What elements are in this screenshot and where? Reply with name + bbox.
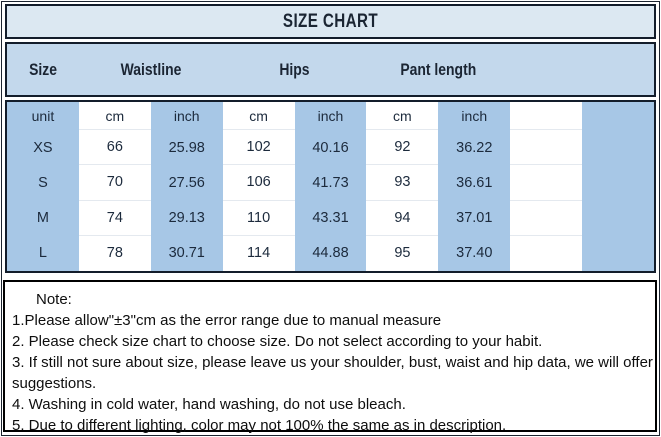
table-header-row: Size Waistline Hips Pant length [5,42,656,97]
table-cell: 74 [78,200,151,236]
note-line: 4. Washing in cold water, hand washing, … [12,396,406,413]
table-cell: 43.31 [294,200,367,236]
unit-cell: inch [438,102,511,130]
unit-cell: inch [150,102,223,130]
table-cell [582,165,654,201]
table-cell [510,130,583,166]
table-cell: 78 [78,235,151,271]
table-cell: 29.13 [150,200,223,236]
table-cell: 25.98 [150,130,223,166]
table-cell: 106 [222,165,295,201]
table-cell [582,200,654,236]
size-table: unit cm inch cm inch cm inch XS 66 25.98… [5,100,656,273]
size-label-cell: M [7,200,79,236]
table-cell: 27.56 [150,165,223,201]
table-cell: 102 [222,130,295,166]
table-cell: 36.61 [438,165,511,201]
table-cell: 37.01 [438,200,511,236]
header-pant-length: Pant length [400,59,477,79]
table-cell [582,235,654,271]
table-cell: 94 [366,200,439,236]
unit-cell: cm [222,102,295,130]
note-line: 1.Please allow"±3"cm as the error range … [12,312,442,329]
table-cell [510,200,583,236]
table-cell [510,235,583,271]
notes-heading: Note: [36,291,72,308]
page-title: SIZE CHART [282,10,379,32]
table-cell: 95 [366,235,439,271]
note-line: 5. Due to different lighting, color may … [12,417,507,434]
table-cell: 41.73 [294,165,367,201]
note-line: 2. Please check size chart to choose siz… [12,333,543,350]
size-label-cell: XS [7,130,79,166]
table-cell [582,130,654,166]
unit-cell: inch [294,102,367,130]
unit-cell: unit [7,102,79,130]
unit-cell [510,102,583,130]
table-cell: 40.16 [294,130,367,166]
table-cell: 37.40 [438,235,511,271]
header-hips: Hips [279,59,310,79]
unit-cell: cm [78,102,151,130]
table-cell: 66 [78,130,151,166]
note-line: 3. If still not sure about size, please … [12,354,653,371]
table-cell: 30.71 [150,235,223,271]
unit-cell [582,102,654,130]
notes-section: Note: 1.Please allow"±3"cm as the error … [3,280,657,434]
size-label-cell: L [7,235,79,271]
table-cell: 114 [222,235,295,271]
table-cell: 36.22 [438,130,511,166]
table-cell: 70 [78,165,151,201]
table-cell: 110 [222,200,295,236]
table-cell: 44.88 [294,235,367,271]
unit-cell: cm [366,102,439,130]
size-chart-title-band: SIZE CHART [5,4,656,39]
header-waistline: Waistline [120,59,182,79]
note-line: suggestions. [12,375,97,392]
table-cell: 93 [366,165,439,201]
table-cell [510,165,583,201]
header-size: Size [28,59,57,79]
table-cell: 92 [366,130,439,166]
size-label-cell: S [7,165,79,201]
